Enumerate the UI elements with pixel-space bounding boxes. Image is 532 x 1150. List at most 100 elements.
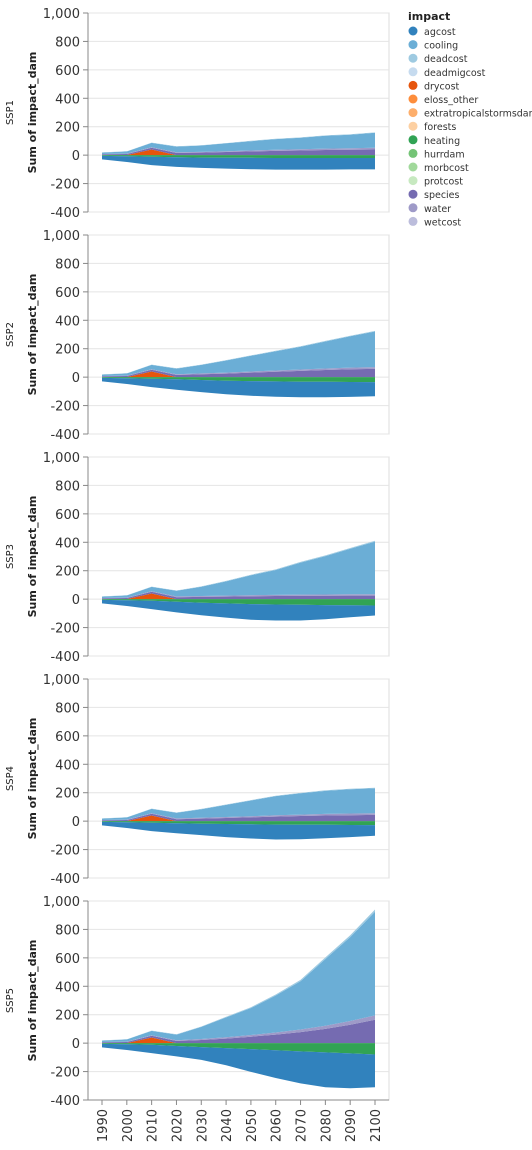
legend-swatch <box>408 121 418 131</box>
x-tick-label: 2090 <box>344 1109 359 1142</box>
area-cooling <box>102 132 375 154</box>
x-tick-label: 2040 <box>220 1109 235 1142</box>
legend-label: water <box>424 204 451 215</box>
legend-item-cooling: cooling <box>408 40 458 52</box>
area-water <box>102 591 375 599</box>
area-agcost <box>102 155 375 170</box>
area-heating <box>102 821 375 826</box>
y-tick-label: 0 <box>72 1037 80 1052</box>
area-heating <box>102 377 375 383</box>
y-tick-label: -200 <box>50 400 80 415</box>
y-tick-label: 0 <box>72 593 80 608</box>
legend-item-extratropicalstormsdam: extratropicalstormsdam <box>408 108 532 120</box>
legend-swatch <box>408 148 418 158</box>
y-tick-label: -400 <box>50 428 80 443</box>
plot-frame <box>87 234 390 435</box>
facet-label: SSP1 <box>5 100 16 125</box>
y-tick-label: 800 <box>55 35 80 50</box>
area-drycost <box>102 593 375 600</box>
legend-label: forests <box>424 122 456 133</box>
y-axis-title: Sum of impact_dam <box>26 496 39 618</box>
y-tick-label: 400 <box>55 758 80 773</box>
legend-swatch <box>408 67 418 77</box>
facet-panel-ssp5: 1,000 800 600 400 200 0 -200 -400 Sum of impact_… <box>5 895 390 1109</box>
area-drycost <box>102 149 375 156</box>
facet-label: SSP5 <box>5 988 16 1013</box>
legend-item-water: water <box>408 203 451 215</box>
x-tick-label: 2080 <box>319 1109 334 1142</box>
y-tick-label: 200 <box>55 343 80 358</box>
legend-label: cooling <box>424 41 458 52</box>
legend-label: extratropicalstormsdam <box>424 109 532 120</box>
legend-label: hurrdam <box>424 149 465 160</box>
facet-panel-ssp3: 1,000 800 600 400 200 0 -200 -400 Sum of impact_… <box>5 451 390 665</box>
legend-item-hurrdam: hurrdam <box>408 148 465 160</box>
legend-label: eloss_other <box>424 95 478 106</box>
legend-label: protcost <box>424 177 463 188</box>
y-tick-label: 200 <box>55 1009 80 1024</box>
legend-item-drycost: drycost <box>408 80 460 92</box>
y-tick-label: 800 <box>55 479 80 494</box>
x-tick-label: 2010 <box>146 1109 161 1142</box>
area-water <box>102 367 375 377</box>
area-agcost <box>102 1043 375 1089</box>
area-heating <box>102 1043 375 1055</box>
legend-swatch <box>408 40 418 50</box>
legend-item-heating: heating <box>408 135 460 147</box>
y-tick-label: 400 <box>55 92 80 107</box>
area-species <box>102 591 375 600</box>
facet-label: SSP2 <box>5 322 16 347</box>
y-tick-label: 600 <box>55 730 80 745</box>
area-agcost <box>102 377 375 398</box>
y-tick-label: 600 <box>55 286 80 301</box>
legend-swatch <box>408 94 418 104</box>
legend-item-forests: forests <box>408 121 456 133</box>
y-tick-label: 0 <box>72 149 80 164</box>
x-tick-label: 2070 <box>295 1109 310 1142</box>
area-heating <box>102 155 375 158</box>
area-water <box>102 813 375 821</box>
area-drycost <box>102 815 375 822</box>
facet-panels: 1,000 800 600 400 200 0 -200 -400 Sum of impact_… <box>5 7 390 1109</box>
area-agcost <box>102 599 375 621</box>
legend-swatch <box>408 176 418 186</box>
legend-swatch <box>408 26 418 36</box>
area-cooling <box>102 788 375 820</box>
y-tick-label: -200 <box>50 1066 80 1081</box>
legend-item-agcost: agcost <box>408 26 456 38</box>
legend-item-wetcost: wetcost <box>408 216 461 228</box>
area-drycost <box>102 1037 375 1044</box>
legend-swatch <box>408 216 418 226</box>
x-tick-label: 2000 <box>121 1109 136 1142</box>
y-tick-label: 1,000 <box>43 7 80 22</box>
facet-panel-ssp2: 1,000 800 600 400 200 0 -200 -400 Sum of impact_… <box>5 229 390 443</box>
area-heating <box>102 599 375 606</box>
area-cooling <box>102 541 375 598</box>
y-tick-label: -400 <box>50 872 80 887</box>
y-tick-label: -400 <box>50 206 80 221</box>
plot-frame <box>87 678 390 879</box>
area-agcost <box>102 821 375 840</box>
facet-label: SSP4 <box>5 766 16 791</box>
y-tick-label: 400 <box>55 536 80 551</box>
x-tick-label: 2060 <box>270 1109 285 1142</box>
legend-item-eloss_other: eloss_other <box>408 94 478 106</box>
area-deadcost <box>102 132 375 153</box>
legend-label: deadcost <box>424 54 468 65</box>
y-axis-title: Sum of impact_dam <box>26 718 39 840</box>
y-tick-label: 1,000 <box>43 229 80 244</box>
y-tick-label: 800 <box>55 701 80 716</box>
y-tick-label: -400 <box>50 650 80 665</box>
plot-frame <box>87 12 390 213</box>
y-tick-label: 800 <box>55 923 80 938</box>
x-tick-label: 2030 <box>195 1109 210 1142</box>
y-tick-label: 600 <box>55 952 80 967</box>
y-tick-label: -400 <box>50 1094 80 1109</box>
y-tick-label: -200 <box>50 844 80 859</box>
y-tick-label: 1,000 <box>43 673 80 688</box>
legend-label: species <box>424 190 460 201</box>
area-species <box>102 813 375 822</box>
area-cooling <box>102 911 375 1042</box>
legend-item-deadcost: deadcost <box>408 53 468 65</box>
y-tick-label: 600 <box>55 508 80 523</box>
